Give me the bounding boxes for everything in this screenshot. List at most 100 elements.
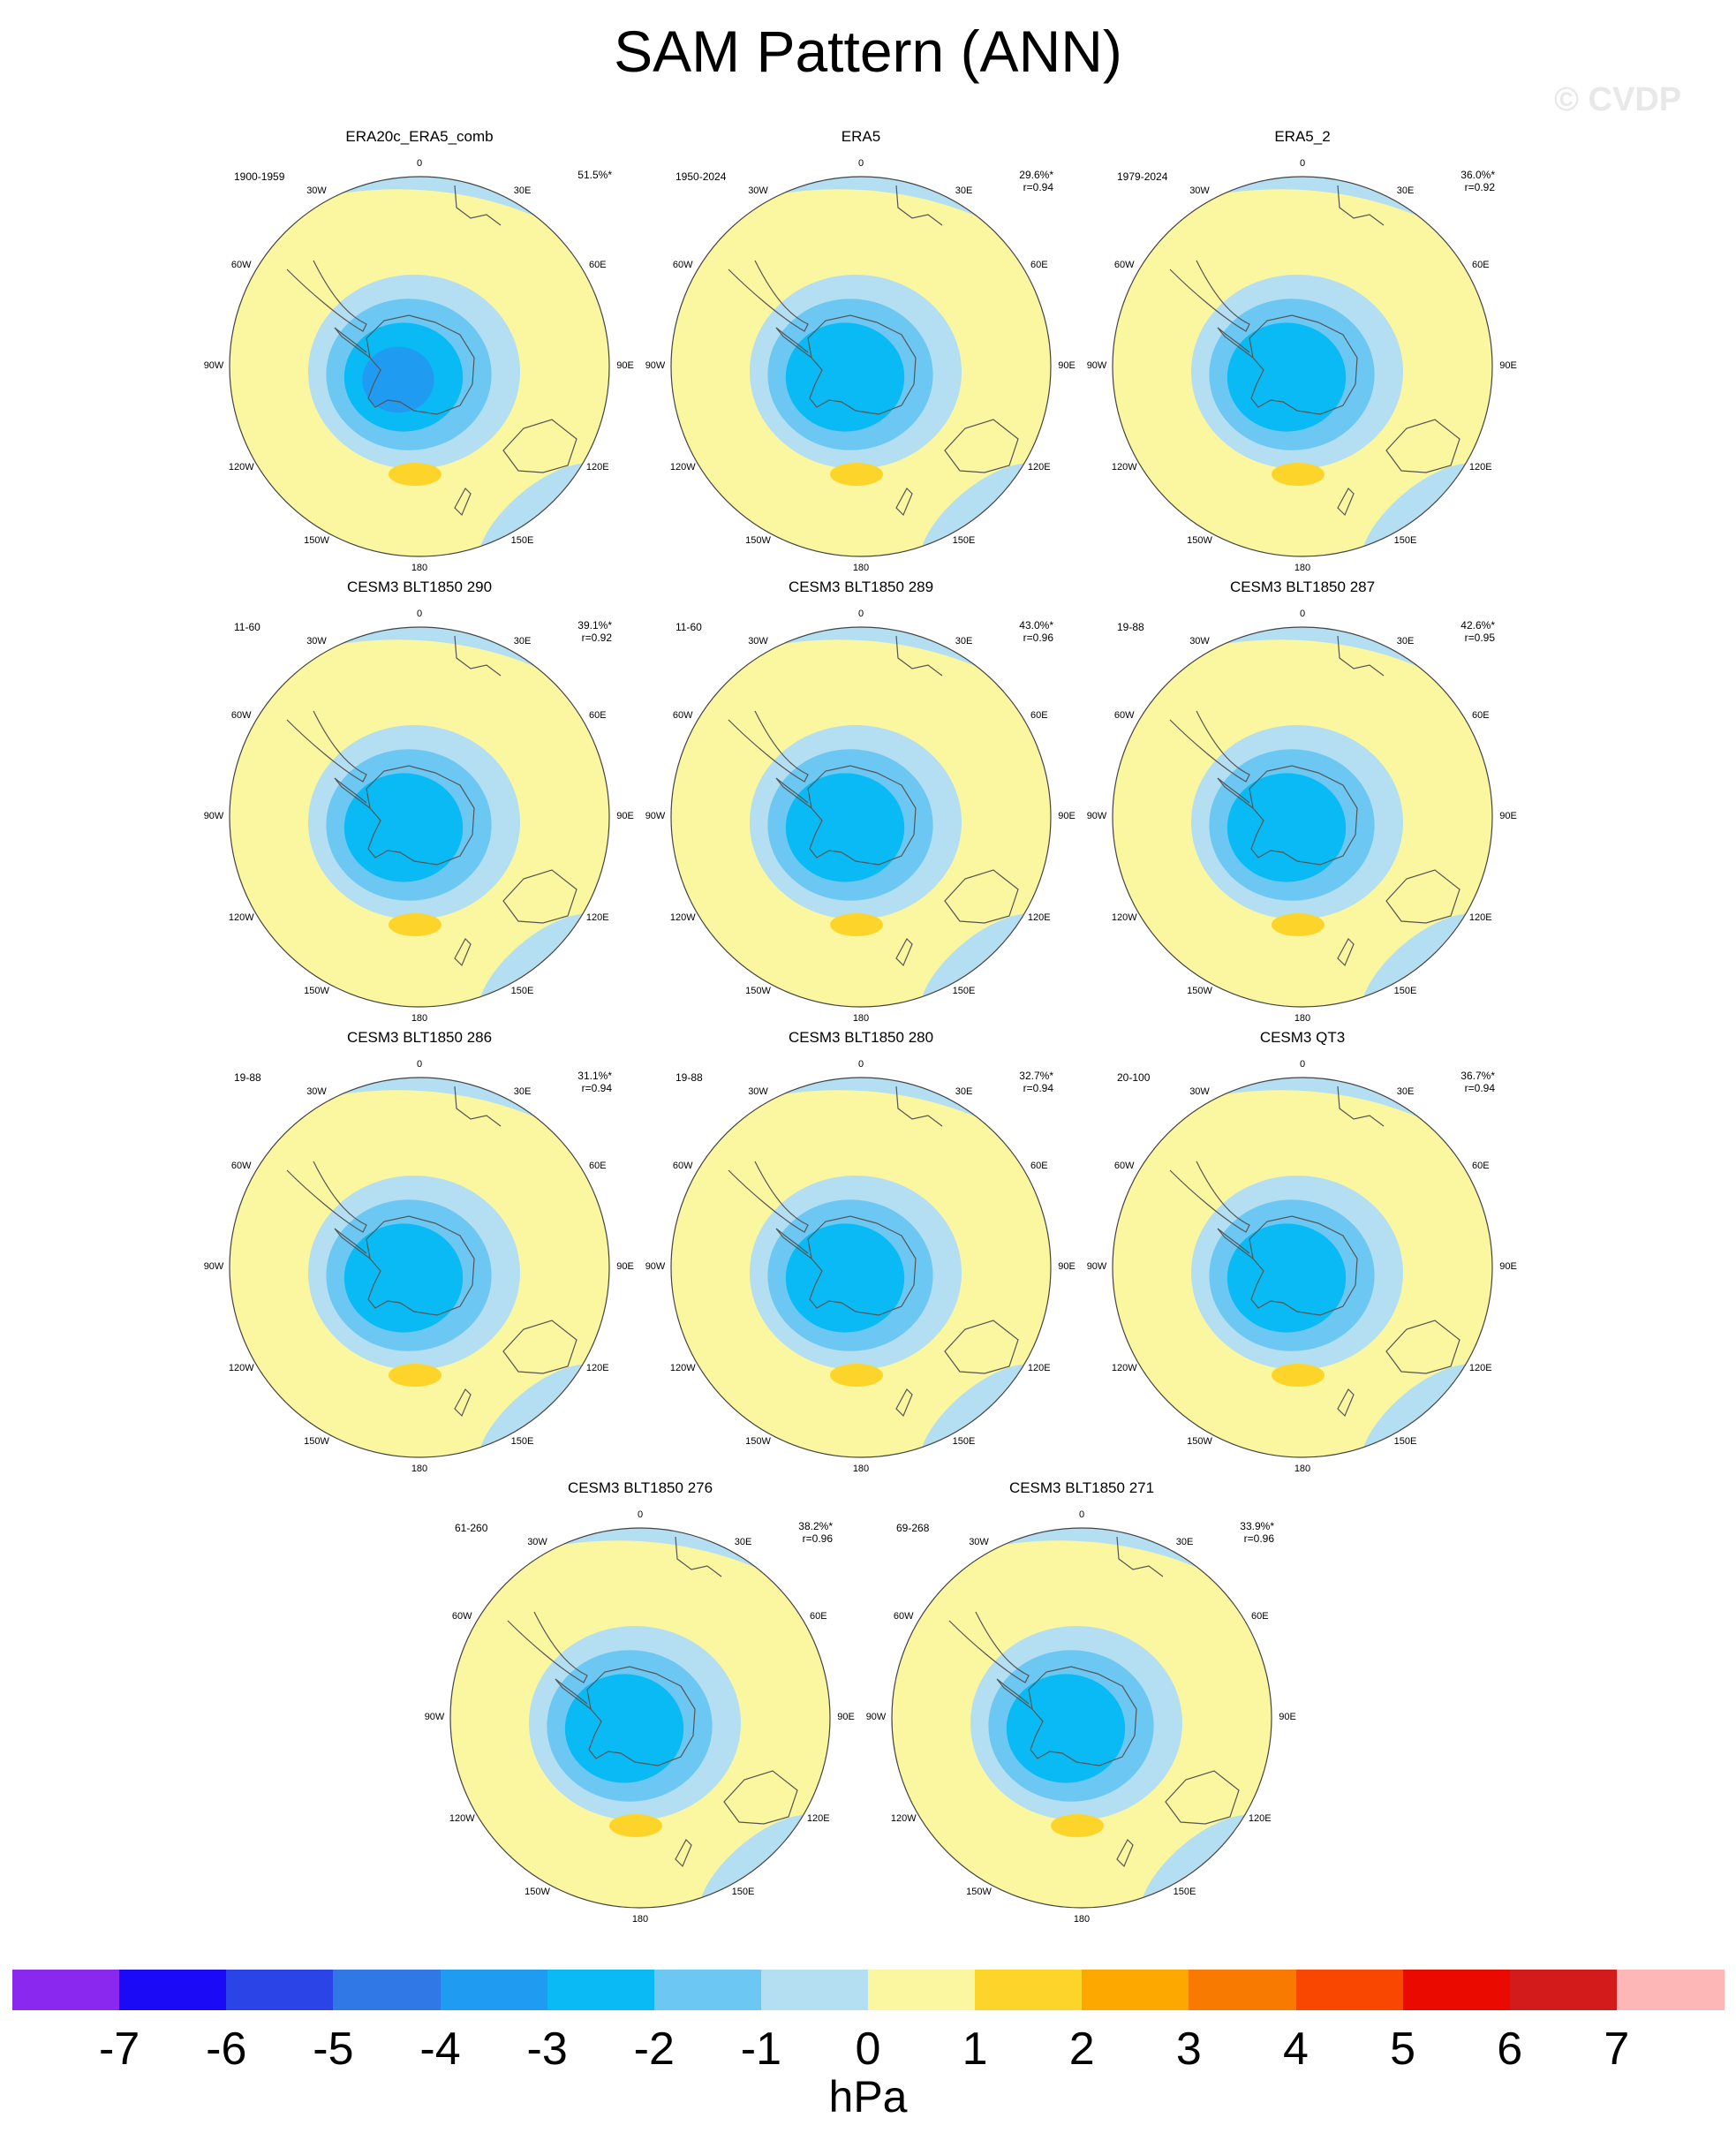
colorbar-swatch xyxy=(975,1970,1083,2010)
lon-label: 30E xyxy=(513,1085,532,1097)
panel-variance: 43.0%* r=0.96 xyxy=(1019,619,1053,644)
colorbar-swatch xyxy=(868,1970,976,2010)
panel-variance: 36.0%* r=0.92 xyxy=(1461,169,1495,193)
lon-label: 150E xyxy=(510,535,534,547)
lon-label: 60E xyxy=(1250,1610,1269,1622)
lon-label: 150W xyxy=(1187,1436,1212,1448)
lon-label: 120E xyxy=(1027,1362,1051,1373)
lon-label: 150W xyxy=(745,1436,771,1448)
lon-label: 180 xyxy=(411,1013,428,1024)
panel-variance: 39.1%* r=0.92 xyxy=(577,619,612,644)
colorbar-swatch xyxy=(440,1970,548,2010)
contour-level-3 xyxy=(343,773,464,882)
colorbar-swatch xyxy=(226,1970,334,2010)
colorbar-tick-label: -4 xyxy=(419,2023,461,2075)
map-panel: CESM3 BLT1850 271 69-268 33.9%* r=0.96 0 30E 6… xyxy=(866,1479,1296,1930)
contour-level-3 xyxy=(1227,322,1347,432)
panel-r: r=0.96 xyxy=(1243,1532,1274,1545)
panel-title: CESM3 BLT1850 289 xyxy=(788,579,934,595)
panel-r: r=0.96 xyxy=(802,1532,833,1545)
colorbar xyxy=(12,1970,1725,2010)
lon-label: 30E xyxy=(1396,1085,1415,1097)
lon-label: 180 xyxy=(631,1914,649,1925)
panel-variance: 42.6%* r=0.95 xyxy=(1461,619,1495,644)
coastlines xyxy=(1169,1085,1461,1418)
lon-label: 120W xyxy=(669,461,696,473)
lon-label: 150W xyxy=(304,986,329,997)
lon-label: 150E xyxy=(1393,1436,1417,1448)
contour-level-3 xyxy=(343,1223,464,1333)
lon-label: 120W xyxy=(449,1812,475,1824)
colorbar-tick-label: 0 xyxy=(855,2023,881,2075)
colorbar-tick-label: 6 xyxy=(1497,2023,1523,2075)
panel-title: ERA5 xyxy=(841,128,881,145)
lon-label: 120E xyxy=(1468,461,1492,473)
contour-positive-anomaly xyxy=(1272,463,1325,486)
colorbar-tick-label: -1 xyxy=(740,2023,781,2075)
lon-label: 30W xyxy=(748,185,768,196)
lon-label: 180 xyxy=(411,563,428,573)
colorbar-swatch xyxy=(1509,1970,1618,2010)
lon-label: 120E xyxy=(585,461,609,473)
panel-variance: 51.5%* xyxy=(577,169,612,181)
panel-years: 20-100 xyxy=(1117,1071,1151,1084)
polar-map xyxy=(891,1527,1272,1909)
panel-r: r=0.94 xyxy=(1023,181,1053,193)
lon-label: 120E xyxy=(806,1812,830,1824)
lon-label: 60E xyxy=(1471,1160,1490,1171)
lon-label: 60W xyxy=(451,1610,472,1622)
colorbar-swatch xyxy=(1189,1970,1296,2010)
lon-label: 60W xyxy=(672,1160,693,1171)
panel-r: r=0.94 xyxy=(1023,1082,1053,1094)
lon-label: 60E xyxy=(1471,709,1490,721)
colorbar-tick-label: 4 xyxy=(1283,2023,1309,2075)
contour-positive-anomaly xyxy=(389,1364,442,1387)
panel-pct: 51.5%* xyxy=(577,169,612,181)
lon-label: 0 xyxy=(857,1059,864,1070)
lon-label: 60W xyxy=(230,709,252,721)
panel-pct: 43.0%* xyxy=(1019,619,1053,632)
lon-label: 150E xyxy=(731,1887,755,1898)
lon-label: 60W xyxy=(893,1610,914,1622)
lon-label: 60W xyxy=(672,709,693,721)
lon-label: 30W xyxy=(306,635,327,647)
panel-variance: 31.1%* r=0.94 xyxy=(577,1070,612,1094)
colorbar-swatch xyxy=(119,1970,227,2010)
panel-pct: 33.9%* xyxy=(1240,1520,1274,1532)
lon-label: 120W xyxy=(228,1362,254,1373)
polar-map xyxy=(1112,1077,1493,1458)
coastlines xyxy=(1169,635,1461,967)
lon-label: 120W xyxy=(1111,911,1137,923)
lon-label: 120W xyxy=(228,911,254,923)
lon-label: 180 xyxy=(852,1464,870,1474)
lon-label: 90E xyxy=(616,1261,634,1272)
lon-label: 150W xyxy=(525,1887,550,1898)
lon-label: 30E xyxy=(513,635,532,647)
contour-level-3 xyxy=(1006,1674,1126,1783)
panel-r: r=0.92 xyxy=(581,632,612,644)
colorbar-tick-label: -3 xyxy=(526,2023,568,2075)
lon-label: 30W xyxy=(969,1536,989,1547)
lon-label: 90W xyxy=(645,1261,666,1272)
map-panel: CESM3 BLT1850 290 11-60 39.1%* r=0.92 0 30E 60… xyxy=(204,579,634,1029)
lon-label: 60W xyxy=(1113,1160,1135,1171)
lon-label: 150E xyxy=(952,535,976,547)
panel-title: ERA5_2 xyxy=(1274,128,1331,145)
lon-label: 60E xyxy=(809,1610,827,1622)
contour-positive-anomaly xyxy=(830,913,883,936)
colorbar-swatch xyxy=(1402,1970,1511,2010)
lon-label: 60E xyxy=(588,1160,607,1171)
page-title: SAM Pattern (ANN) xyxy=(614,19,1122,84)
map-border xyxy=(670,1077,1052,1458)
lon-label: 0 xyxy=(637,1509,644,1520)
lon-label: 90W xyxy=(203,1261,224,1272)
lon-label: 30W xyxy=(306,1085,327,1097)
polar-map xyxy=(229,176,610,557)
map-panel: CESM3 BLT1850 286 19-88 31.1%* r=0.94 0 30E 60… xyxy=(204,1029,634,1479)
colorbar-tick-label: -7 xyxy=(99,2023,140,2075)
contour-level-3 xyxy=(785,322,905,432)
lon-label: 150E xyxy=(1173,1887,1196,1898)
panel-years: 1950-2024 xyxy=(676,170,727,183)
panel-r: r=0.95 xyxy=(1464,632,1495,644)
lon-label: 30W xyxy=(748,1085,768,1097)
